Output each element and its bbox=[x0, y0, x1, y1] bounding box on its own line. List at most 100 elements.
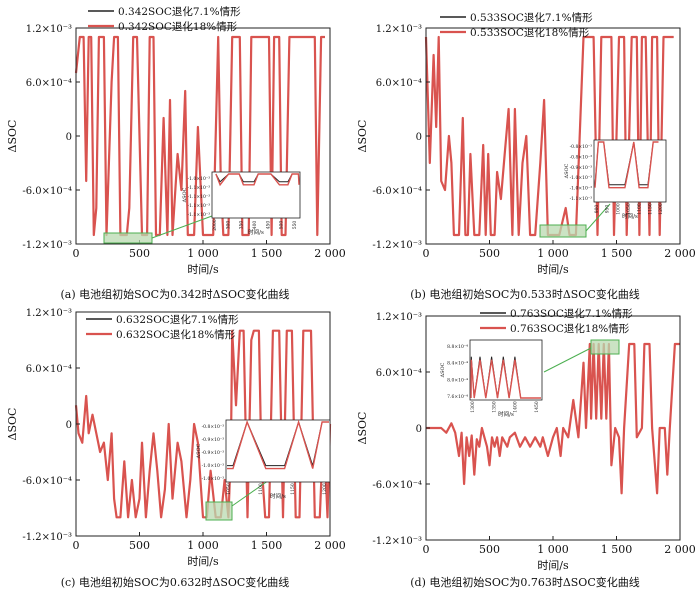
caption-d: (d) 电池组初始SOC为0.763时ΔSOC变化曲线 bbox=[410, 576, 640, 589]
inset-x-tick-label: 450 bbox=[265, 221, 271, 230]
chart-panel-a: 0 500 1 000 1 500 2 000 -1.2×10⁻³ -6.0×10⁻⁴ 0 6.… bbox=[6, 5, 346, 276]
x-tick-label: 1 500 bbox=[601, 247, 633, 260]
y-tick-label: 6.0×10⁻⁴ bbox=[376, 78, 422, 89]
zoom-connector bbox=[543, 347, 592, 373]
inset-line-1 bbox=[470, 359, 541, 399]
inset-x-tick-label: 1450 bbox=[534, 401, 540, 413]
chart-panel-c: 0 500 1 000 1 500 2 000 -1.2×10⁻³ -6.0×10⁻⁴ 0 6.… bbox=[6, 308, 346, 568]
y-tick-label: -1.2×10⁻³ bbox=[22, 532, 72, 543]
x-tick-label: 1 500 bbox=[251, 247, 283, 260]
inset-x-axis-label: 时间/s bbox=[498, 410, 514, 418]
y-tick-label: -6.0×10⁻⁴ bbox=[372, 186, 422, 197]
inset-frame bbox=[225, 419, 331, 483]
inset-y-axis-label: ΔSOC bbox=[564, 163, 570, 178]
x-tick-label: 500 bbox=[129, 247, 150, 260]
x-tick-label: 500 bbox=[479, 247, 500, 260]
x-tick-label: 0 bbox=[423, 543, 430, 556]
zoom-region bbox=[539, 224, 587, 238]
y-tick-label: 6.0×10⁻⁴ bbox=[376, 368, 422, 379]
zoom-connector bbox=[231, 477, 273, 507]
x-tick-label: 1 000 bbox=[187, 247, 219, 260]
inset-x-tick-label: 950 bbox=[605, 205, 611, 214]
y-tick-label: 6.0×10⁻⁴ bbox=[26, 364, 72, 375]
chart-panel-d: 0 500 1 000 1 500 2 000 -1.2×10⁻³ -6.0×10⁻⁴ 0 6.… bbox=[356, 307, 696, 572]
zoom-connector bbox=[151, 215, 213, 239]
y-tick-label: 1.2×10⁻³ bbox=[376, 24, 422, 35]
y-tick-label: -1.2×10⁻³ bbox=[372, 240, 422, 251]
inset-x-tick-label: 1050 bbox=[626, 203, 632, 215]
inset-x-tick-label: 550 bbox=[292, 221, 298, 230]
y-tick-label: 0 bbox=[416, 424, 422, 435]
inset-y-tick-label: -0.8×10⁻³ bbox=[570, 144, 593, 150]
inset-y-tick-label: 8.0×10⁻⁴ bbox=[447, 377, 468, 383]
legend-label-0: 0.533SOC退化7.1%情形 bbox=[470, 11, 593, 24]
y-axis-label: ΔSOC bbox=[356, 120, 369, 153]
x-tick-label: 1 000 bbox=[187, 539, 219, 552]
zoom-region bbox=[590, 339, 620, 355]
zoom-connector bbox=[585, 203, 611, 232]
inset-y-tick-label: -1.1×10⁻³ bbox=[188, 203, 211, 209]
y-axis-label: ΔSOC bbox=[6, 120, 19, 153]
caption-b: (b) 电池组初始SOC为0.533时ΔSOC变化曲线 bbox=[410, 288, 640, 301]
legend-label-1: 0.533SOC退化18%情形 bbox=[470, 26, 590, 39]
x-axis-label: 时间/s bbox=[187, 263, 219, 276]
x-tick-label: 1 500 bbox=[601, 543, 633, 556]
y-tick-label: 0 bbox=[66, 132, 72, 143]
legend-label-0: 0.632SOC退化7.1%情形 bbox=[116, 313, 239, 326]
inset-line-1 bbox=[594, 141, 659, 189]
y-tick-label: 0 bbox=[416, 132, 422, 143]
x-tick-label: 1 000 bbox=[537, 247, 569, 260]
legend-label-1: 0.342SOC退化18%情形 bbox=[118, 20, 238, 33]
inset-x-tick-label: 1400 bbox=[513, 401, 519, 413]
inset-x-tick-label: 1000 bbox=[615, 203, 621, 215]
zoom-region bbox=[205, 501, 233, 521]
inset-x-tick-label: 500 bbox=[279, 221, 285, 230]
inset-x-tick-label: 1300 bbox=[470, 401, 476, 413]
inset-y-tick-label: -0.9×10⁻³ bbox=[570, 165, 593, 171]
inset-y-tick-label: 8.8×10⁻⁴ bbox=[447, 344, 468, 350]
x-axis-label: 时间/s bbox=[187, 555, 219, 568]
inset-frame bbox=[593, 139, 667, 203]
zoom-region bbox=[103, 232, 153, 244]
x-tick-label: 500 bbox=[479, 543, 500, 556]
inset-y-axis-label: ΔSOC bbox=[182, 187, 188, 202]
inset-plot: -0.8×10⁻³ -0.9×10⁻³ -0.9×10⁻³ -1.0×10⁻³ -1.0… bbox=[196, 419, 331, 500]
x-tick-label: 1 500 bbox=[251, 539, 283, 552]
inset-y-tick-label: -0.9×10⁻³ bbox=[202, 450, 225, 456]
x-axis-label: 时间/s bbox=[537, 263, 569, 276]
caption-c: (c) 电池组初始SOC为0.632时ΔSOC变化曲线 bbox=[60, 576, 290, 589]
inset-line-1 bbox=[227, 419, 329, 470]
inset-x-tick-label: 350 bbox=[239, 221, 245, 230]
inset-x-tick-label: 1050 bbox=[226, 483, 232, 495]
y-tick-label: 6.0×10⁻⁴ bbox=[26, 78, 72, 89]
inset-y-tick-label: -1.1×10⁻³ bbox=[188, 194, 211, 200]
series-line-1 bbox=[74, 35, 325, 237]
y-tick-label: -6.0×10⁻⁴ bbox=[22, 476, 72, 487]
y-tick-label: 1.2×10⁻³ bbox=[26, 308, 72, 319]
inset-x-tick-label: 1150 bbox=[647, 203, 653, 215]
inset-x-tick-label: 900 bbox=[594, 205, 600, 214]
inset-x-axis-label: 时间/s bbox=[270, 492, 286, 500]
legend-label-0: 0.342SOC退化7.1%情形 bbox=[118, 5, 241, 18]
series-line-1 bbox=[426, 342, 680, 495]
y-axis-label: ΔSOC bbox=[6, 408, 19, 441]
inset-y-tick-label: -0.8×10⁻³ bbox=[570, 154, 593, 160]
x-tick-label: 0 bbox=[73, 247, 80, 260]
inset-x-tick-label: 1150 bbox=[290, 483, 296, 495]
inset-frame bbox=[469, 339, 543, 401]
x-tick-label: 2 000 bbox=[314, 247, 346, 260]
x-tick-label: 2 000 bbox=[314, 539, 346, 552]
y-tick-label: -1.2×10⁻³ bbox=[22, 240, 72, 251]
inset-x-tick-label: 1100 bbox=[258, 483, 264, 495]
inset-x-tick-label: 1100 bbox=[637, 203, 643, 215]
x-tick-label: 0 bbox=[423, 247, 430, 260]
inset-y-tick-label: -1.0×10⁻³ bbox=[188, 176, 211, 182]
legend-label-1: 0.763SOC退化18%情形 bbox=[510, 322, 630, 335]
inset-y-tick-label: -0.8×10⁻³ bbox=[202, 424, 225, 430]
inset-plot: -1.0×10⁻³ -1.1×10⁻³ -1.1×10⁻³ -1.1×10⁻³ -1.1… bbox=[182, 171, 301, 236]
inset-y-axis-label: ΔSOC bbox=[440, 362, 446, 377]
inset-y-tick-label: -1.1×10⁻³ bbox=[188, 185, 211, 191]
x-tick-label: 0 bbox=[73, 539, 80, 552]
inset-x-tick-label: 400 bbox=[252, 221, 258, 230]
x-tick-label: 500 bbox=[129, 539, 150, 552]
